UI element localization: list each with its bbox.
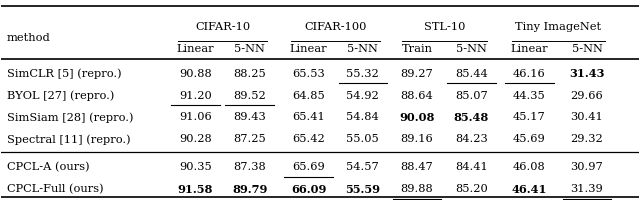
Text: SimSiam [28] (repro.): SimSiam [28] (repro.) (7, 112, 134, 122)
Text: 89.43: 89.43 (234, 112, 266, 122)
Text: Linear: Linear (511, 43, 548, 53)
Text: 64.85: 64.85 (292, 90, 325, 100)
Text: 87.25: 87.25 (234, 134, 266, 144)
Text: 84.41: 84.41 (455, 162, 488, 172)
Text: 88.25: 88.25 (234, 68, 266, 78)
Text: 29.66: 29.66 (571, 90, 604, 100)
Text: 89.27: 89.27 (401, 68, 433, 78)
Text: 5-NN: 5-NN (456, 43, 487, 53)
Text: 90.35: 90.35 (179, 162, 212, 172)
Text: method: method (7, 32, 51, 42)
Text: CIFAR-10: CIFAR-10 (195, 22, 250, 31)
Text: 54.84: 54.84 (346, 112, 379, 122)
Text: 90.88: 90.88 (179, 68, 212, 78)
Text: 85.44: 85.44 (455, 68, 488, 78)
Text: CPCL-A (ours): CPCL-A (ours) (7, 161, 90, 172)
Text: 45.17: 45.17 (513, 112, 546, 122)
Text: 65.53: 65.53 (292, 68, 325, 78)
Text: 55.59: 55.59 (346, 183, 380, 194)
Text: 5-NN: 5-NN (348, 43, 378, 53)
Text: 65.41: 65.41 (292, 112, 325, 122)
Text: 90.08: 90.08 (399, 111, 435, 122)
Text: 46.16: 46.16 (513, 68, 546, 78)
Text: SimCLR [5] (repro.): SimCLR [5] (repro.) (7, 68, 122, 78)
Text: 88.47: 88.47 (401, 162, 433, 172)
Text: Linear: Linear (177, 43, 214, 53)
Text: 91.20: 91.20 (179, 90, 212, 100)
Text: 31.39: 31.39 (571, 183, 604, 193)
Text: Linear: Linear (290, 43, 327, 53)
Text: CPCL-Full (ours): CPCL-Full (ours) (7, 183, 104, 194)
Text: 85.20: 85.20 (455, 183, 488, 193)
Text: STL-10: STL-10 (424, 22, 465, 31)
Text: CIFAR-100: CIFAR-100 (305, 22, 367, 31)
Text: 54.57: 54.57 (346, 162, 379, 172)
Text: 66.09: 66.09 (291, 183, 326, 194)
Text: 30.41: 30.41 (571, 112, 604, 122)
Text: 89.52: 89.52 (234, 90, 266, 100)
Text: 65.69: 65.69 (292, 162, 325, 172)
Text: 90.28: 90.28 (179, 134, 212, 144)
Text: 87.38: 87.38 (234, 162, 266, 172)
Text: 89.16: 89.16 (401, 134, 433, 144)
Text: 89.79: 89.79 (232, 183, 268, 194)
Text: 5-NN: 5-NN (572, 43, 602, 53)
Text: 44.35: 44.35 (513, 90, 546, 100)
Text: 5-NN: 5-NN (234, 43, 265, 53)
Text: 89.88: 89.88 (401, 183, 433, 193)
Text: 55.32: 55.32 (346, 68, 379, 78)
Text: 91.58: 91.58 (178, 183, 213, 194)
Text: 29.32: 29.32 (571, 134, 604, 144)
Text: 85.48: 85.48 (454, 111, 489, 122)
Text: 31.43: 31.43 (569, 68, 605, 79)
Text: 54.92: 54.92 (346, 90, 379, 100)
Text: 46.08: 46.08 (513, 162, 546, 172)
Text: 45.69: 45.69 (513, 134, 546, 144)
Text: 30.97: 30.97 (571, 162, 604, 172)
Text: 84.23: 84.23 (455, 134, 488, 144)
Text: BYOL [27] (repro.): BYOL [27] (repro.) (7, 90, 115, 100)
Text: Tiny ImageNet: Tiny ImageNet (515, 22, 601, 31)
Text: 46.41: 46.41 (512, 183, 547, 194)
Text: Train: Train (401, 43, 433, 53)
Text: 55.05: 55.05 (346, 134, 379, 144)
Text: 91.06: 91.06 (179, 112, 212, 122)
Text: Spectral [11] (repro.): Spectral [11] (repro.) (7, 133, 131, 144)
Text: 65.42: 65.42 (292, 134, 325, 144)
Text: 85.07: 85.07 (455, 90, 488, 100)
Text: 88.64: 88.64 (401, 90, 433, 100)
